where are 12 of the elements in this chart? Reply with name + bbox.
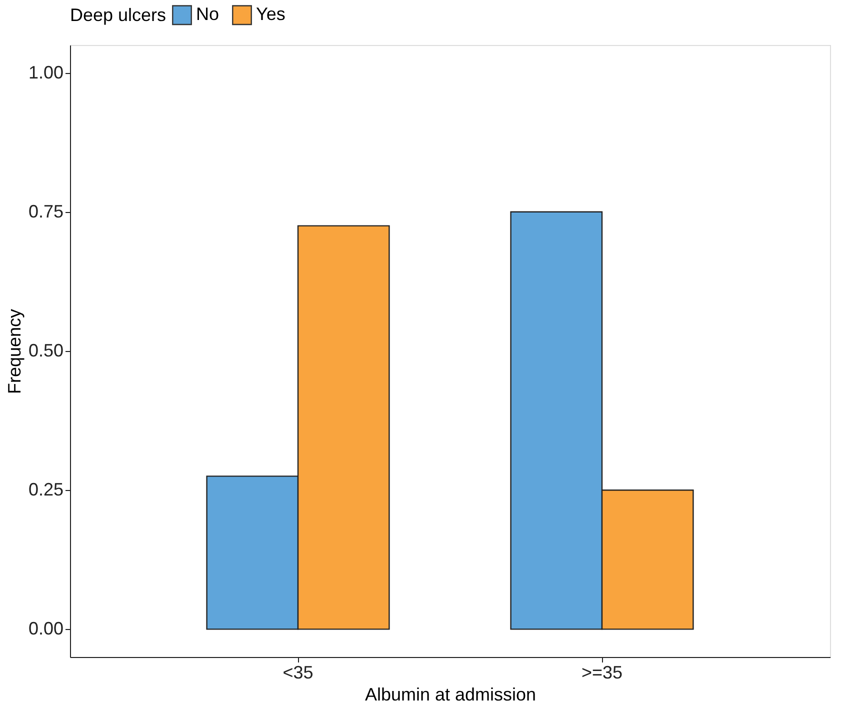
x-tick-label: >=35 <box>581 662 623 682</box>
y-tick-label: 0.75 <box>28 201 64 222</box>
x-axis-title: Albumin at admission <box>364 684 536 704</box>
y-axis-title: Frequency <box>4 308 24 394</box>
y-tick-label: 0.25 <box>28 480 64 500</box>
y-tick-label: 0.00 <box>28 618 64 639</box>
y-tick-label: 0.50 <box>28 340 64 360</box>
legend-title: Deep ulcers <box>70 5 166 25</box>
x-tick-label: <35 <box>282 662 314 682</box>
legend-label: No <box>196 4 220 24</box>
y-tick-label: 1.00 <box>28 62 64 82</box>
legend-label: Yes <box>256 4 286 24</box>
